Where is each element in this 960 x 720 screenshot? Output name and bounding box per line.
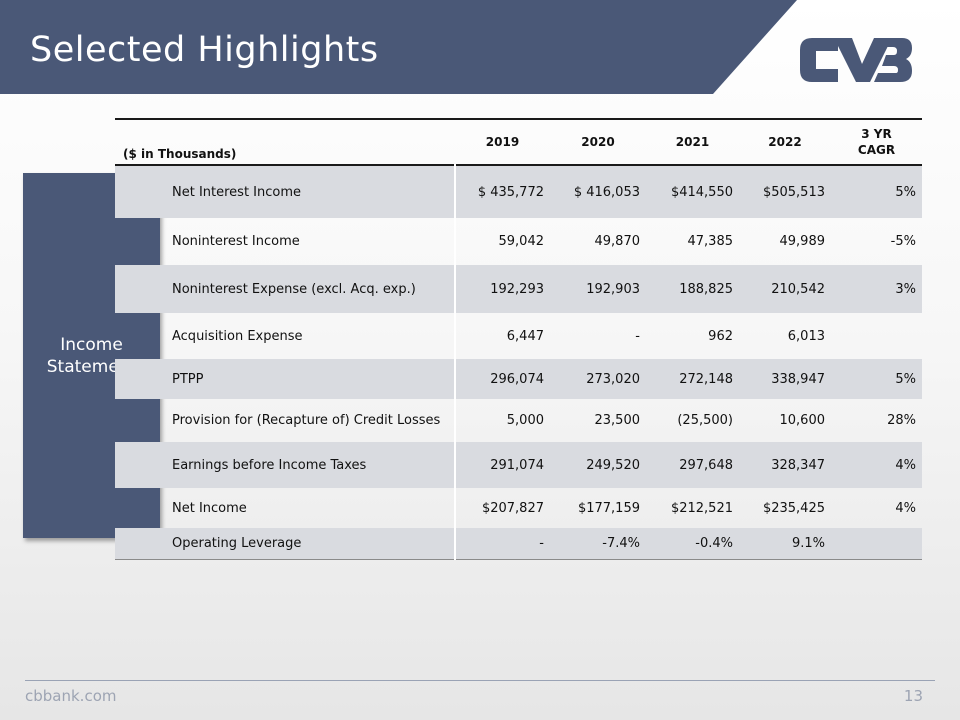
cell-value: 6,013 <box>787 328 825 344</box>
cell-value: 49,989 <box>779 234 826 249</box>
row-label: Noninterest Income <box>160 218 456 265</box>
column-header-2019: 2019 <box>485 135 520 149</box>
cell-value: -7.4% <box>550 528 646 559</box>
cell-value: 5,000 <box>506 413 544 428</box>
footer-divider <box>25 680 935 681</box>
cell-value: 291,074 <box>455 442 550 488</box>
table-row: Net Interest Income $ 435,772 $ 416,053 … <box>115 165 922 218</box>
column-header-2021: 2021 <box>675 135 710 149</box>
cell-value: $212,521 <box>670 500 733 516</box>
row-label: Noninterest Expense (excl. Acq. exp.) <box>160 265 456 313</box>
column-header-cagr: 3 YR CAGR <box>831 119 922 165</box>
cagr-value: 4% <box>831 442 922 488</box>
table-row: Noninterest Expense (excl. Acq. exp.) 19… <box>115 265 922 313</box>
table-row: PTPP 296,074 273,020 272,148 338,947 5% <box>115 359 922 399</box>
table-row: Noninterest Income 59,042 49,870 47,385 … <box>115 218 922 265</box>
cagr-value <box>831 528 922 559</box>
cell-value: -0.4% <box>646 528 739 559</box>
cell-value: 273,020 <box>550 359 646 399</box>
cell-value: $207,827 <box>481 500 544 516</box>
side-label-line1: Income <box>60 334 123 355</box>
cell-value: 192,903 <box>550 265 646 313</box>
row-label: Net Income <box>160 488 456 528</box>
cell-value: (25,500) <box>677 413 733 428</box>
cagr-value: 5% <box>831 359 922 399</box>
row-label: Provision for (Recapture of) Credit Loss… <box>160 399 456 442</box>
cell-value: 49,870 <box>594 234 641 249</box>
cell-value: 59,042 <box>498 234 545 249</box>
cagr-value <box>831 313 922 359</box>
page-number: 13 <box>903 687 923 705</box>
column-header-2022: 2022 <box>768 135 802 149</box>
cell-value: 23,500 <box>594 413 641 428</box>
cell-value: 962 <box>708 328 733 344</box>
cell-value: 249,520 <box>550 442 646 488</box>
highlights-table: ($ in Thousands) 2019 2020 2021 2022 3 Y… <box>115 118 922 560</box>
cell-value: 192,293 <box>455 265 550 313</box>
units-label: ($ in Thousands) <box>123 147 237 161</box>
cell-value: 10,600 <box>779 413 826 428</box>
table-header-row: ($ in Thousands) 2019 2020 2021 2022 3 Y… <box>115 119 922 165</box>
side-label-line2: Statement <box>46 356 137 377</box>
table-row: Provision for (Recapture of) Credit Loss… <box>115 399 922 442</box>
cell-value: $177,159 <box>577 500 640 516</box>
title-banner <box>0 0 797 94</box>
footer-website: cbbank.com <box>25 687 117 705</box>
page-title: Selected Highlights <box>30 30 379 70</box>
cell-value: - <box>455 528 550 559</box>
table-row: Operating Leverage - -7.4% -0.4% 9.1% <box>115 528 922 559</box>
cagr-line1: 3 YR <box>861 127 892 141</box>
column-header-2020: 2020 <box>581 135 615 149</box>
cell-value: 188,825 <box>646 265 739 313</box>
cell-value: $ 435,772 <box>455 165 550 218</box>
cell-value: 47,385 <box>687 234 734 249</box>
cagr-value: -5% <box>890 234 916 249</box>
cell-value: 6,447 <box>506 328 544 344</box>
cagr-value: 5% <box>831 165 922 218</box>
table-row: Acquisition Expense 6,447 - 962 6,013 <box>115 313 922 359</box>
cell-value: 9.1% <box>739 528 831 559</box>
cell-value: 210,542 <box>739 265 831 313</box>
cell-value: $235,425 <box>762 500 825 516</box>
row-label: Operating Leverage <box>160 528 456 559</box>
cagr-value: 28% <box>887 413 916 428</box>
row-label: Acquisition Expense <box>160 313 456 359</box>
cagr-value: 4% <box>895 500 916 516</box>
cell-value: $414,550 <box>646 165 739 218</box>
cell-value: $505,513 <box>739 165 831 218</box>
row-label: Earnings before Income Taxes <box>160 442 456 488</box>
cell-value: 296,074 <box>455 359 550 399</box>
cagr-line2: CAGR <box>857 143 896 157</box>
row-label: Net Interest Income <box>160 165 456 218</box>
cell-value: 328,347 <box>739 442 831 488</box>
cell-value: 338,947 <box>739 359 831 399</box>
row-label: PTPP <box>160 359 456 399</box>
cell-value: 272,148 <box>646 359 739 399</box>
table-row: Earnings before Income Taxes 291,074 249… <box>115 442 922 488</box>
cell-value: 297,648 <box>646 442 739 488</box>
cagr-value: 3% <box>831 265 922 313</box>
table-row: Net Income $207,827 $177,159 $212,521 $2… <box>115 488 922 528</box>
cvb-logo <box>800 38 912 82</box>
cell-value: $ 416,053 <box>550 165 646 218</box>
cell-value: - <box>635 328 640 344</box>
